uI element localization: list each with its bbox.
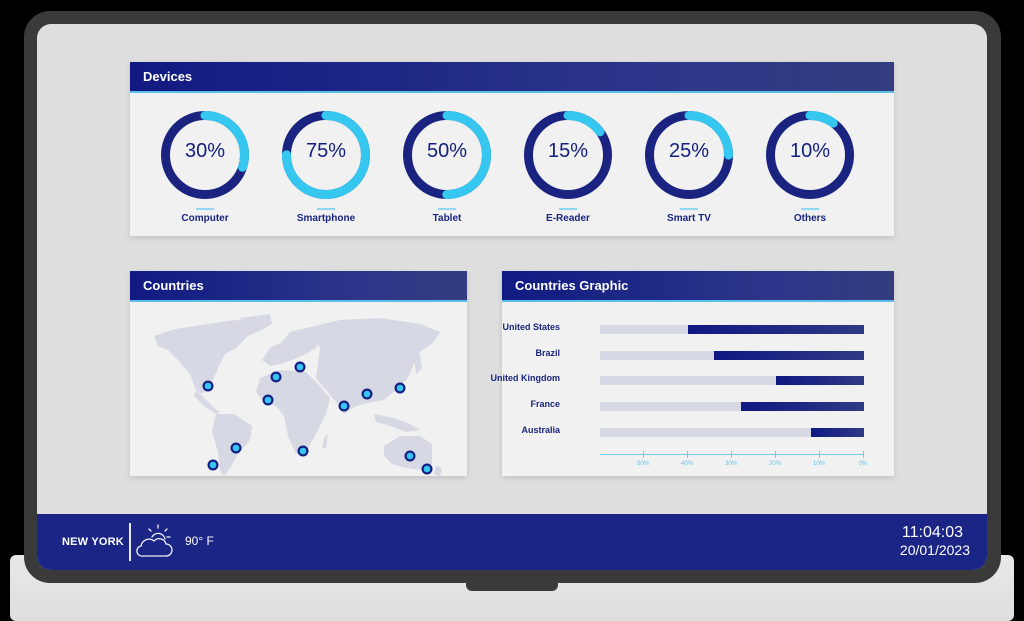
donut-smartphone: 75% Smartphone [281, 110, 371, 224]
donut-value: 25% [668, 140, 710, 162]
map-pin-center [299, 447, 307, 455]
label-dash [196, 208, 214, 210]
bar-fill [811, 428, 864, 437]
bar-fill [688, 325, 864, 334]
donut-label: Smartphone [296, 213, 356, 224]
map-pin-center [232, 444, 240, 452]
bar-fill [714, 351, 864, 360]
map-pin-center [363, 390, 371, 398]
bar-label: Brazil [535, 348, 560, 358]
donut-label: Others [793, 213, 827, 224]
world-map [154, 314, 442, 476]
panel-title: Devices [143, 69, 193, 84]
donut-value: 50% [426, 140, 468, 162]
axis-tick-label: 50% [636, 461, 649, 467]
bar-row-france: France [502, 399, 894, 412]
countries-panel: Countries [130, 271, 467, 476]
bar-row-united-states: United States [502, 322, 894, 335]
bar-track [600, 325, 864, 334]
axis-tick-label: 20% [768, 461, 781, 467]
map-pin-center [209, 461, 217, 469]
bar-row-united-kingdom: United Kingdom [491, 373, 894, 386]
donut-ring-icon [282, 111, 370, 199]
map-pin-center [296, 363, 304, 371]
dashboard-screen: Devices 30% Computer 75% Smartphone [37, 24, 987, 570]
donut-value: 10% [789, 140, 831, 162]
donut-label: E-Reader [546, 213, 590, 224]
bar-fill [776, 376, 864, 385]
donut-value: 15% [547, 140, 589, 162]
map-pin-center [204, 382, 212, 390]
label-dash [801, 208, 819, 210]
donut-ring-icon [403, 111, 491, 199]
bar-fill [740, 402, 864, 411]
donut-smart-tv: 25% Smart TV [644, 110, 734, 224]
devices-panel: Devices 30% Computer 75% Smartphone [130, 62, 894, 236]
map-pin-center [264, 396, 272, 404]
map-pins [202, 361, 433, 475]
clock-time: 11:04:03 [901, 524, 963, 541]
label-dash [559, 208, 577, 210]
clock-date: 20/01/2023 [899, 542, 970, 558]
bar-row-brazil: Brazil [502, 348, 894, 361]
map-pin-center [423, 465, 431, 473]
countries-graphic-panel-header: Countries Graphic [502, 271, 894, 302]
bar-row-australia: Australia [502, 425, 894, 438]
donut-computer: 30% Computer [160, 110, 250, 224]
axis-tick-label: 10% [812, 461, 825, 467]
bar-track [600, 351, 864, 360]
donut-value: 30% [184, 140, 226, 162]
donut-value: 75% [305, 140, 347, 162]
partly-cloudy-icon [136, 524, 173, 557]
device-donut-row: 30% Computer 75% Smartphone 50% [130, 93, 894, 236]
donut-ring-icon [524, 111, 612, 199]
donut-ring-icon [161, 111, 249, 199]
map-pin-center [396, 384, 404, 392]
donut-label: Computer [181, 213, 229, 224]
axis-tick [731, 451, 732, 458]
status-footer: NEW YORK 90° F 11:04:03 20/01/2023 [37, 514, 987, 570]
donut-ring-icon [766, 111, 854, 199]
bar-track [600, 402, 864, 411]
bar-label: United States [502, 322, 560, 332]
donut-ring-icon [645, 111, 733, 199]
countries-panel-header: Countries [130, 271, 467, 302]
donut-label: Tablet [432, 213, 462, 224]
map-pin-center [340, 402, 348, 410]
donut-tablet: 50% Tablet [402, 110, 492, 224]
axis-tick-label: 40% [680, 461, 693, 467]
label-dash [438, 208, 456, 210]
bar-label: France [530, 399, 560, 409]
panel-title: Countries Graphic [515, 278, 629, 293]
countries-graphic-panel: Countries Graphic United States Brazil U… [491, 271, 894, 476]
donut-label: Smart TV [667, 213, 711, 224]
bar-track [600, 376, 864, 385]
footer-divider [129, 523, 131, 561]
x-axis: 50% 40% 30% 20% 10% 0% [600, 451, 867, 467]
panel-title: Countries [143, 278, 204, 293]
axis-tick-label: 0% [858, 461, 868, 467]
bar-label: United Kingdom [490, 373, 561, 383]
axis-tick [687, 451, 688, 458]
axis-tick [643, 451, 644, 458]
axis-tick [819, 451, 820, 458]
bar-label: Australia [521, 425, 560, 435]
map-pin-center [406, 452, 414, 460]
temperature: 90° F [185, 534, 214, 548]
map-pin-center [272, 373, 280, 381]
devices-panel-header: Devices [130, 62, 894, 93]
label-dash [680, 208, 698, 210]
axis-tick-label: 30% [724, 461, 737, 467]
donut-others: 10% Others [765, 110, 855, 224]
world-map-land-icon [154, 314, 442, 476]
label-dash [317, 208, 335, 210]
axis-tick [775, 451, 776, 458]
donut-e-reader: 15% E-Reader [523, 110, 613, 224]
axis-tick [863, 451, 864, 458]
bar-track [600, 428, 864, 437]
city-name: NEW YORK [62, 536, 124, 548]
